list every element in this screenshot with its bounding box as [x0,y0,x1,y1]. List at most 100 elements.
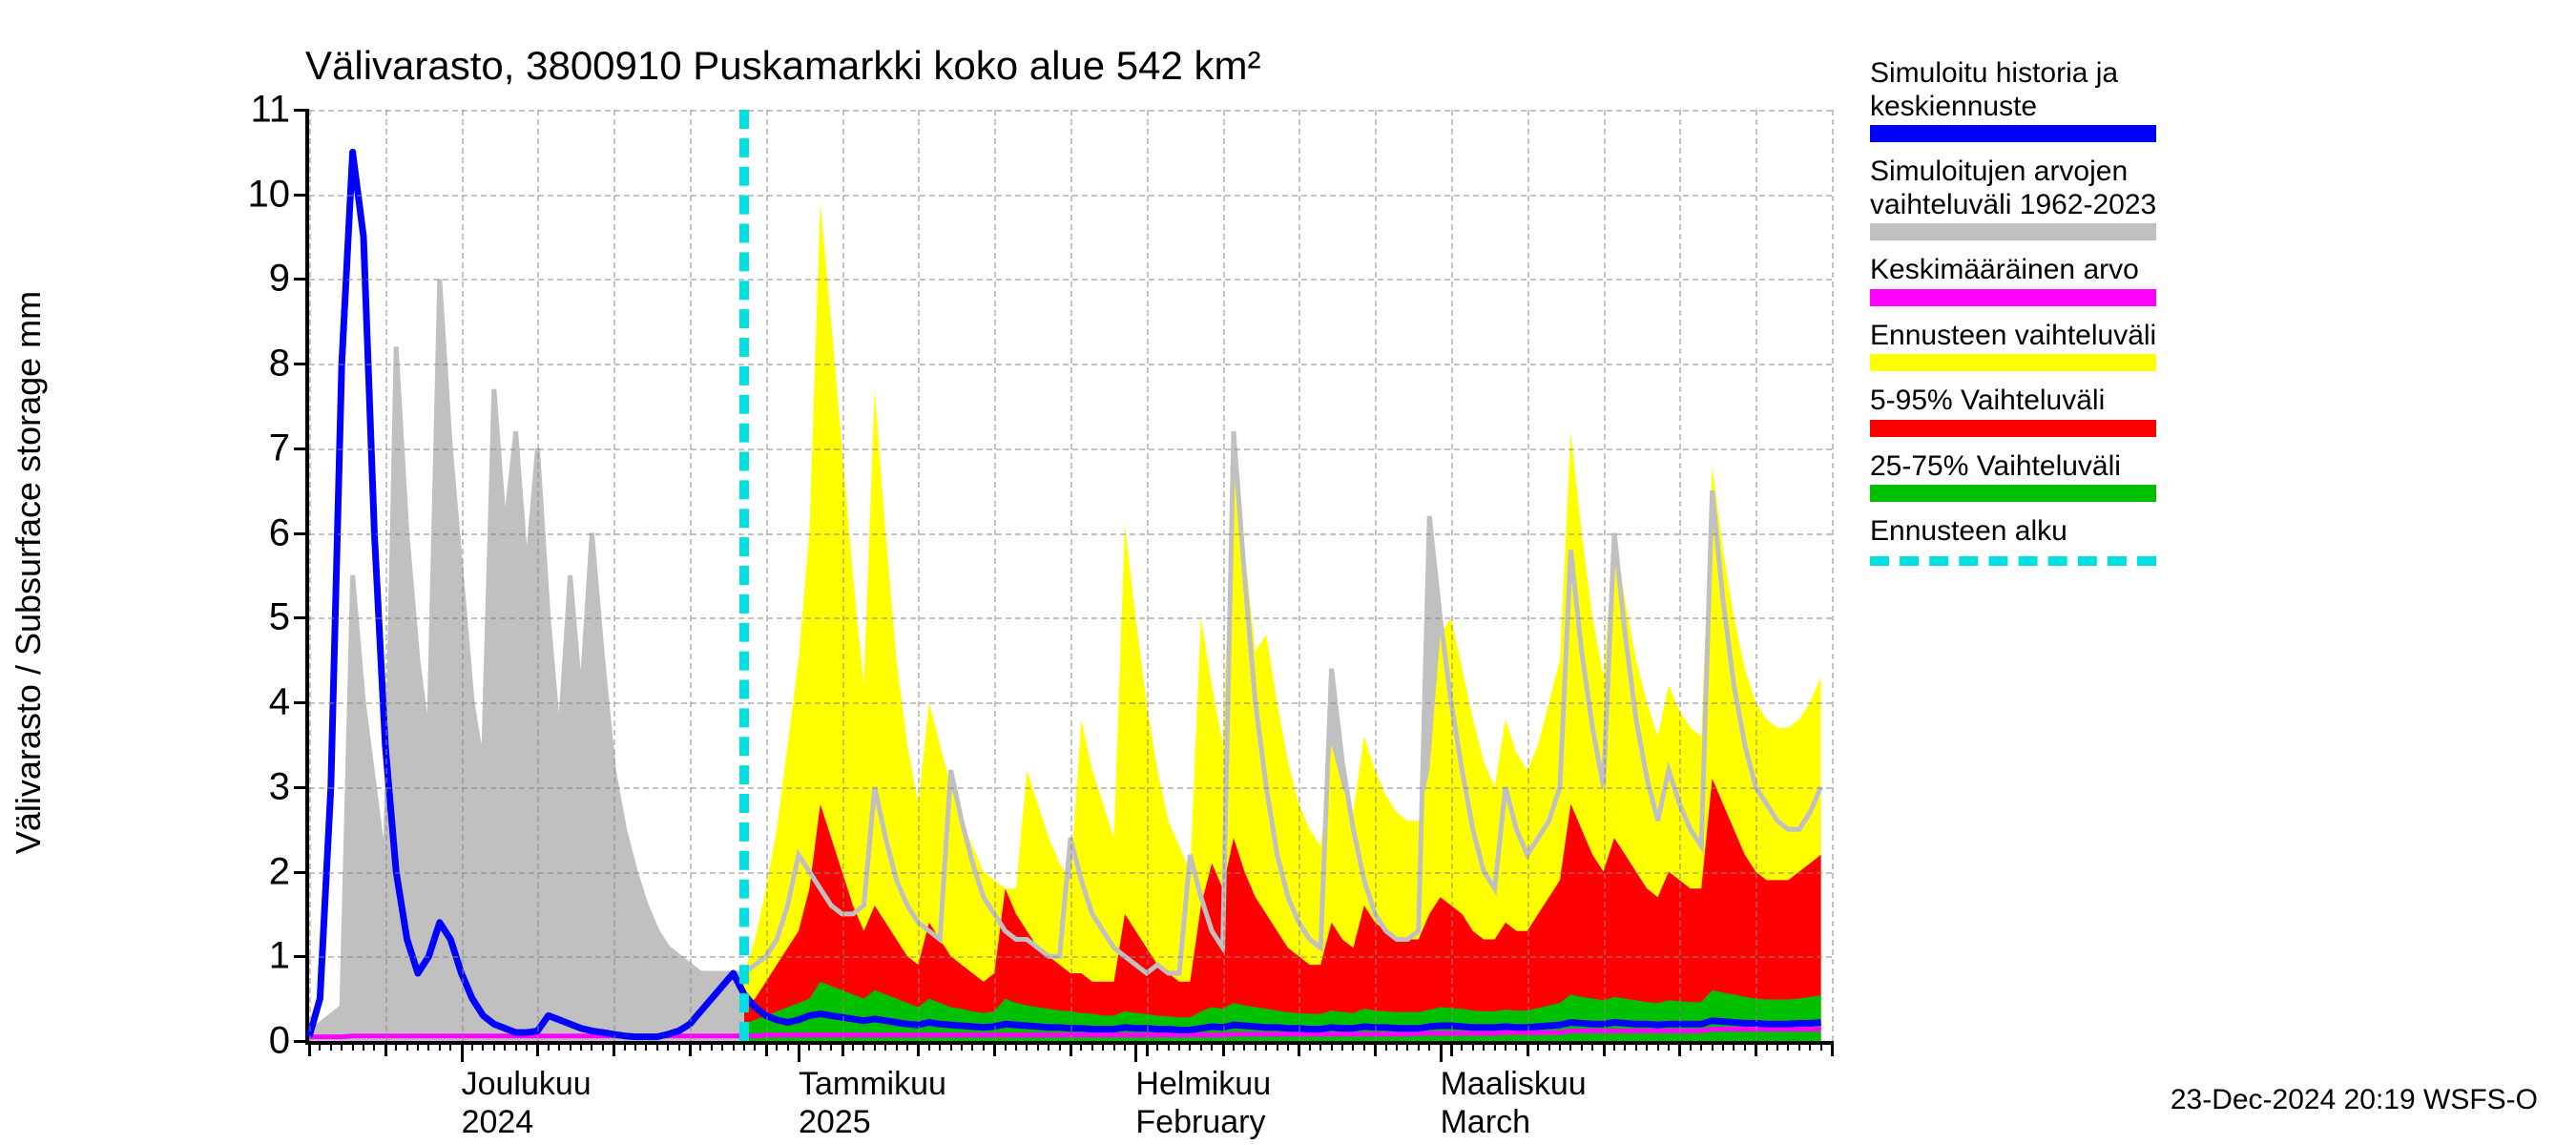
gridline-v [1298,110,1300,1041]
chart-container: Välivarasto / Subsurface storage mm Väli… [0,0,2576,1145]
plot-area: 01234567891011Joulukuu2024Tammikuu2025He… [305,110,1832,1045]
y-tick-mark [294,616,309,619]
x-tick-minor [1091,1041,1093,1051]
x-tick-major [1440,1041,1443,1062]
gridline-v [537,110,539,1041]
x-tick-major [1134,1041,1137,1062]
x-tick-minor [1690,1041,1692,1051]
legend-text: vaihteluväli 1962-2023 [1870,189,2538,222]
x-tick-minor [787,1041,789,1051]
x-tick-minor [678,1041,680,1051]
x-tick-minor [580,1041,582,1051]
x-tick-mark [1450,1041,1453,1056]
x-tick-minor [1309,1041,1311,1051]
x-tick-mark [1146,1041,1149,1056]
forecast-start-line [739,110,749,1041]
x-tick-minor [1461,1041,1463,1051]
x-tick-minor [983,1041,985,1051]
y-tick-mark [294,955,309,958]
x-tick-minor [602,1041,604,1051]
x-tick-minor [1613,1041,1615,1051]
x-tick-minor [1352,1041,1354,1051]
gridline-v [385,110,387,1041]
y-tick-label: 11 [250,89,290,132]
gridline-v [994,110,996,1041]
x-tick-minor [1331,1041,1333,1051]
x-tick-minor [1233,1041,1235,1051]
y-tick-label: 2 [269,850,290,893]
x-tick-minor [427,1041,429,1051]
y-tick-label: 3 [269,765,290,808]
y-tick-label: 9 [269,258,290,301]
x-tick-minor [1776,1041,1778,1051]
y-tick-label: 6 [269,511,290,554]
y-tick-label: 4 [269,681,290,724]
x-tick-minor [1156,1041,1158,1051]
x-tick-minor [743,1041,745,1051]
x-tick-minor [1265,1041,1267,1051]
x-tick-minor [1189,1041,1191,1051]
y-tick-mark [294,194,309,197]
x-tick-minor [1102,1041,1104,1051]
x-tick-mark [1298,1041,1300,1056]
y-tick-label: 7 [269,427,290,469]
x-tick-minor [733,1041,735,1051]
legend-text: 25-75% Vaihteluväli [1870,450,2538,484]
x-tick-minor [721,1041,723,1051]
gridline-v [1755,110,1757,1041]
x-tick-minor [1048,1041,1049,1051]
x-tick-mark [841,1041,844,1056]
legend-swatch [1870,485,2156,502]
x-tick-minor [373,1041,375,1051]
x-tick-minor [1005,1041,1007,1051]
gridline-v [690,110,692,1041]
y-tick-label: 5 [269,596,290,639]
x-tick-minor [645,1041,647,1051]
x-tick-minor [1124,1041,1126,1051]
x-month-label: Tammikuu [799,1066,946,1103]
x-tick-minor [515,1041,517,1051]
x-tick-minor [939,1041,941,1051]
x-tick-minor [1569,1041,1571,1051]
x-tick-minor [1059,1041,1061,1051]
x-tick-minor [1385,1041,1387,1051]
x-tick-minor [1820,1041,1822,1051]
x-tick-minor [1766,1041,1768,1051]
x-tick-minor [1255,1041,1257,1051]
x-tick-minor [667,1041,669,1051]
x-tick-minor [1178,1041,1180,1051]
x-tick-minor [1483,1041,1485,1051]
x-tick-minor [1581,1041,1583,1051]
gridline-v [1604,110,1606,1041]
x-tick-minor [1591,1041,1593,1051]
x-tick-mark [993,1041,996,1056]
x-tick-minor [1624,1041,1626,1051]
x-tick-minor [1505,1041,1506,1051]
x-tick-minor [1700,1041,1702,1051]
x-month-sublabel: March [1441,1104,1530,1141]
gridline-v [1223,110,1225,1041]
chart-title: Välivarasto, 3800910 Puskamarkki koko al… [305,43,1261,89]
x-tick-major [461,1041,464,1062]
x-tick-minor [1798,1041,1800,1051]
legend-swatch [1870,556,2156,566]
x-tick-minor [1472,1041,1474,1051]
x-tick-mark [384,1041,387,1056]
legend-item: Simuloitujen arvojenvaihteluväli 1962-20… [1870,156,2538,240]
x-tick-minor [1113,1041,1115,1051]
x-tick-minor [570,1041,571,1051]
x-tick-minor [699,1041,701,1051]
x-tick-minor [624,1041,626,1051]
x-month-sublabel: 2024 [462,1104,534,1141]
gridline-v [1451,110,1453,1041]
x-tick-major [798,1041,800,1062]
y-tick-label: 0 [269,1020,290,1063]
x-tick-minor [330,1041,332,1051]
x-tick-mark [1678,1041,1681,1056]
x-tick-minor [634,1041,636,1051]
x-tick-minor [1026,1041,1028,1051]
x-tick-minor [493,1041,495,1051]
x-tick-minor [1200,1041,1202,1051]
gridline-v [462,110,464,1041]
x-tick-minor [439,1041,441,1051]
